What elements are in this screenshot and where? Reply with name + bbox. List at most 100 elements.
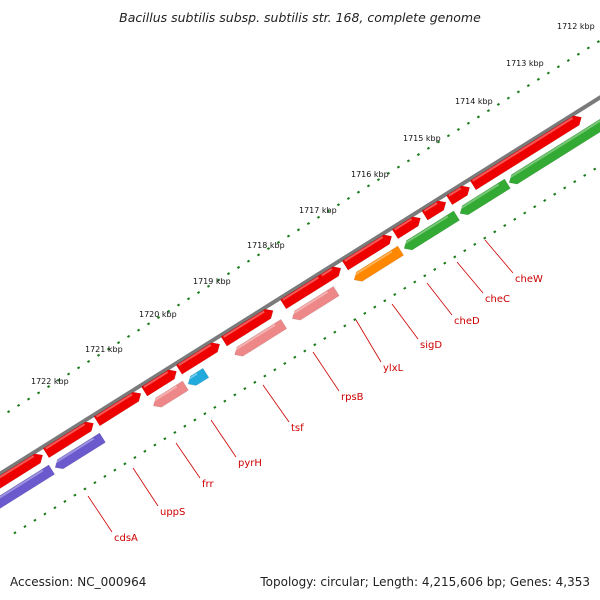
tick-dot [186, 297, 191, 301]
tick-dot [66, 372, 71, 376]
tick-dot [376, 178, 381, 182]
gene-label-pyrH: pyrH [238, 458, 262, 469]
tick-dot [566, 58, 570, 63]
tick-dot [23, 525, 27, 529]
tick-dot [496, 102, 500, 106]
tick-dot [426, 146, 431, 150]
tick-dot [373, 305, 377, 309]
tick-dot [506, 96, 510, 100]
tick-dot [546, 71, 550, 75]
tick-dot [206, 284, 211, 288]
tick-label: 1721 kbp [85, 345, 123, 354]
cog-feature [459, 178, 511, 216]
cds-feature-highlight [178, 344, 212, 367]
tick-dot [176, 303, 181, 307]
tick-marks [0, 40, 600, 535]
tick-dot [246, 259, 251, 263]
cog-feature-highlight [353, 250, 393, 277]
cog-feature-highlight [403, 215, 449, 245]
tick-dot [153, 443, 157, 447]
tick-label: 1712 kbp [557, 22, 595, 31]
cog-feature [353, 245, 405, 282]
tick-dot [86, 359, 91, 363]
tick-dot [553, 192, 557, 196]
cog-feature [153, 380, 189, 408]
tick-dot [166, 309, 171, 313]
cog-feature [291, 286, 340, 321]
cds-feature [391, 216, 421, 240]
cds-feature-highlight [95, 393, 133, 418]
tick-dot [96, 353, 101, 357]
tick-dot [473, 242, 477, 246]
tick-dot [316, 215, 321, 219]
tick-dot [253, 380, 257, 384]
tick-dot [53, 506, 57, 510]
tick-dot [543, 198, 547, 202]
tick-dot [293, 355, 297, 359]
cds-feature [421, 200, 447, 221]
tick-dot [386, 171, 391, 175]
tick-label: 1713 kbp [506, 59, 544, 68]
tick-dot [263, 374, 267, 378]
tick-label: 1717 kbp [299, 206, 337, 215]
tick-labels: 1712 kbp 1713 kbp 1714 kbp 1715 kbp 1716 kbp… [31, 22, 595, 386]
tick-dot [413, 280, 417, 284]
cds-feature-highlight [223, 310, 265, 338]
tick-dot [576, 52, 580, 56]
gene-leader-line [210, 419, 237, 458]
tick-dot [143, 449, 147, 453]
gene-leader-line [456, 261, 484, 294]
accession-text: Accession: NC_000964 [10, 575, 147, 589]
tick-label: 1722 kbp [31, 377, 69, 386]
cds-feature-highlight [143, 371, 169, 388]
tick-dot [283, 361, 287, 366]
tick-dot [233, 393, 237, 397]
tick-dot [533, 205, 537, 209]
cog-feature-highlight [187, 372, 198, 381]
tick-dot [336, 203, 341, 207]
cds-feature [175, 342, 221, 375]
cds-feature [446, 185, 470, 206]
tick-dot [406, 159, 411, 163]
cds-feature [93, 391, 142, 427]
tick-dot [313, 343, 317, 347]
gene-label-cheW: cheW [515, 274, 543, 285]
tick-dot [43, 512, 47, 516]
tick-dot [183, 424, 187, 428]
tick-dot [243, 387, 247, 391]
topology-text: Topology: circular; Length: 4,215,606 bp… [260, 575, 590, 589]
tick-dot [416, 153, 421, 157]
tick-dot [136, 328, 141, 332]
cog-feature [54, 432, 106, 470]
cog-feature [403, 210, 460, 251]
cog-feature-highlight [233, 323, 276, 352]
cog-feature-highlight [291, 291, 328, 316]
tick-dot [366, 184, 371, 188]
tick-dot [333, 330, 337, 334]
tick-dot [226, 272, 231, 276]
tick-dot [276, 240, 281, 244]
tick-dot [33, 518, 37, 522]
cds-feature [341, 234, 393, 271]
tick-dot [173, 430, 177, 434]
gene-label-cheD: cheD [454, 316, 480, 327]
tick-dot [556, 65, 560, 69]
tick-dot [526, 84, 530, 88]
tick-dot [256, 253, 261, 257]
gene-leader-line [484, 239, 514, 274]
tick-dot [133, 456, 137, 460]
tick-dot [393, 293, 397, 297]
tick-dot [93, 481, 97, 485]
tick-dot [156, 316, 161, 320]
tick-dot [523, 211, 527, 215]
tick-dot [583, 173, 587, 177]
tick-dot [573, 180, 577, 184]
cog-feature [0, 464, 55, 509]
tick-dot [36, 391, 41, 395]
tick-dot [286, 234, 291, 238]
tick-dot [6, 410, 11, 414]
gene-label-tsf: tsf [291, 423, 304, 434]
tick-dot [443, 261, 447, 265]
tick-dot [596, 40, 600, 44]
cds-feature-highlight [472, 117, 574, 182]
